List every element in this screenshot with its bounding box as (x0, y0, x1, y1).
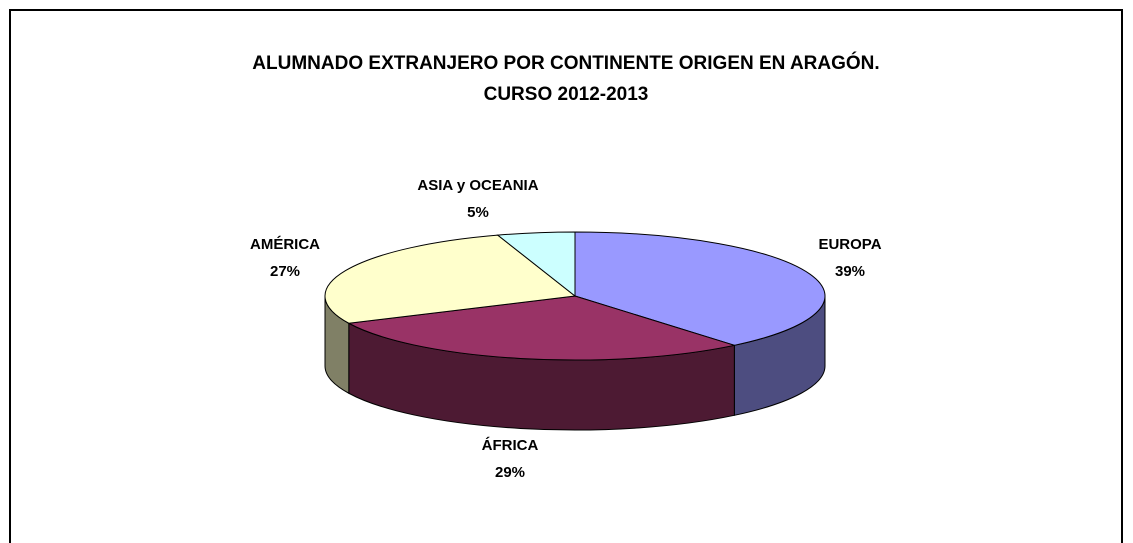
slice-label: AMÉRICA (250, 236, 320, 253)
chart-title: ALUMNADO EXTRANJERO POR CONTINENTE ORIGE… (252, 52, 879, 74)
slice-label: ÁFRICA (482, 437, 539, 454)
slice-value-label: 5% (467, 204, 489, 221)
slice (574, 231, 826, 346)
slice-value-label: 27% (270, 263, 300, 280)
slice-value-label: 29% (495, 464, 525, 481)
slice-label: ASIA y OCEANIA (417, 177, 538, 194)
slice-value-label: 39% (835, 263, 865, 280)
chart-subtitle: CURSO 2012-2013 (484, 84, 649, 105)
slice (496, 231, 576, 298)
slice (324, 234, 577, 324)
slice-label: EUROPA (818, 236, 881, 253)
